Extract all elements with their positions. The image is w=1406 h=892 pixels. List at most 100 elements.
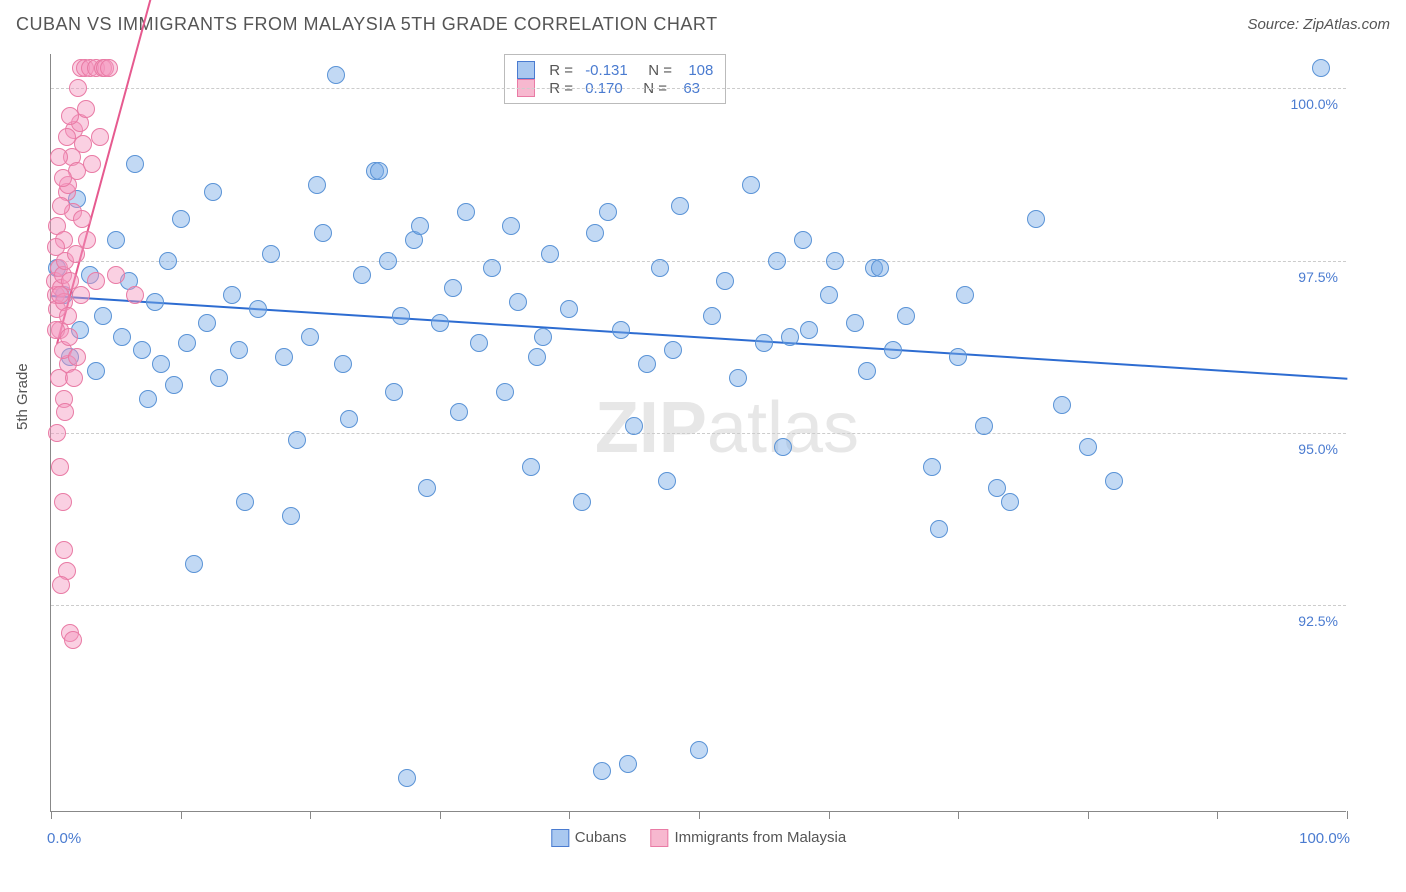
data-point — [975, 417, 993, 435]
data-point — [152, 355, 170, 373]
data-point — [48, 424, 66, 442]
data-point — [262, 245, 280, 263]
data-point — [223, 286, 241, 304]
data-point — [1053, 396, 1071, 414]
data-point — [308, 176, 326, 194]
data-point — [61, 107, 79, 125]
x-tick — [1088, 811, 1089, 819]
data-point — [703, 307, 721, 325]
data-point — [444, 279, 462, 297]
data-point — [826, 252, 844, 270]
data-point — [60, 328, 78, 346]
data-point — [658, 472, 676, 490]
data-point — [573, 493, 591, 511]
data-point — [522, 458, 540, 476]
data-point — [1105, 472, 1123, 490]
data-point — [768, 252, 786, 270]
data-point — [51, 458, 69, 476]
data-point — [1312, 59, 1330, 77]
data-point — [172, 210, 190, 228]
data-point — [897, 307, 915, 325]
data-point — [638, 355, 656, 373]
data-point — [534, 328, 552, 346]
data-point — [73, 210, 91, 228]
data-point — [398, 769, 416, 787]
data-point — [55, 541, 73, 559]
data-point — [126, 155, 144, 173]
x-tick — [310, 811, 311, 819]
grid-line — [51, 261, 1346, 262]
data-point — [275, 348, 293, 366]
data-point — [236, 493, 254, 511]
y-tick-label: 97.5% — [1298, 269, 1338, 285]
data-point — [541, 245, 559, 263]
data-point — [47, 238, 65, 256]
data-point — [411, 217, 429, 235]
data-point — [51, 286, 69, 304]
data-point — [457, 203, 475, 221]
data-point — [794, 231, 812, 249]
data-point — [100, 59, 118, 77]
data-point — [54, 169, 72, 187]
x-tick — [1347, 811, 1348, 819]
series-legend: Cubans Immigrants from Malaysia — [551, 829, 846, 847]
data-point — [379, 252, 397, 270]
data-point — [949, 348, 967, 366]
data-point — [146, 293, 164, 311]
data-point — [755, 334, 773, 352]
data-point — [483, 259, 501, 277]
data-point — [651, 259, 669, 277]
data-point — [301, 328, 319, 346]
y-tick-label: 100.0% — [1291, 96, 1338, 112]
legend-item: Immigrants from Malaysia — [651, 829, 847, 847]
data-point — [314, 224, 332, 242]
legend-item: Cubans — [551, 829, 627, 847]
data-point — [846, 314, 864, 332]
data-point — [94, 307, 112, 325]
data-point — [327, 66, 345, 84]
data-point — [68, 348, 86, 366]
data-point — [800, 321, 818, 339]
data-point — [502, 217, 520, 235]
data-point — [871, 259, 889, 277]
data-point — [50, 148, 68, 166]
x-tick — [569, 811, 570, 819]
scatter-plot-area: ZIPatlas R = -0.131 N = 108R = 0.170 N =… — [50, 54, 1346, 812]
x-tick — [958, 811, 959, 819]
data-point — [820, 286, 838, 304]
data-point — [930, 520, 948, 538]
data-point — [385, 383, 403, 401]
data-point — [470, 334, 488, 352]
y-tick-label: 92.5% — [1298, 613, 1338, 629]
x-label-left: 0.0% — [47, 830, 81, 847]
data-point — [77, 100, 95, 118]
data-point — [729, 369, 747, 387]
data-point — [781, 328, 799, 346]
data-point — [210, 369, 228, 387]
data-point — [52, 197, 70, 215]
data-point — [113, 328, 131, 346]
data-point — [52, 576, 70, 594]
data-point — [586, 224, 604, 242]
data-point — [923, 458, 941, 476]
x-tick — [1217, 811, 1218, 819]
data-point — [83, 155, 101, 173]
x-label-right: 100.0% — [1299, 830, 1350, 847]
data-point — [87, 362, 105, 380]
data-point — [774, 438, 792, 456]
data-point — [450, 403, 468, 421]
data-point — [671, 197, 689, 215]
data-point — [64, 631, 82, 649]
correlation-legend: R = -0.131 N = 108R = 0.170 N = 63 — [504, 54, 726, 104]
data-point — [74, 135, 92, 153]
data-point — [78, 231, 96, 249]
data-point — [185, 555, 203, 573]
data-point — [392, 307, 410, 325]
data-point — [858, 362, 876, 380]
trend-line — [51, 295, 1347, 380]
data-point — [509, 293, 527, 311]
data-point — [54, 493, 72, 511]
data-point — [619, 755, 637, 773]
grid-line — [51, 88, 1346, 89]
data-point — [65, 369, 83, 387]
